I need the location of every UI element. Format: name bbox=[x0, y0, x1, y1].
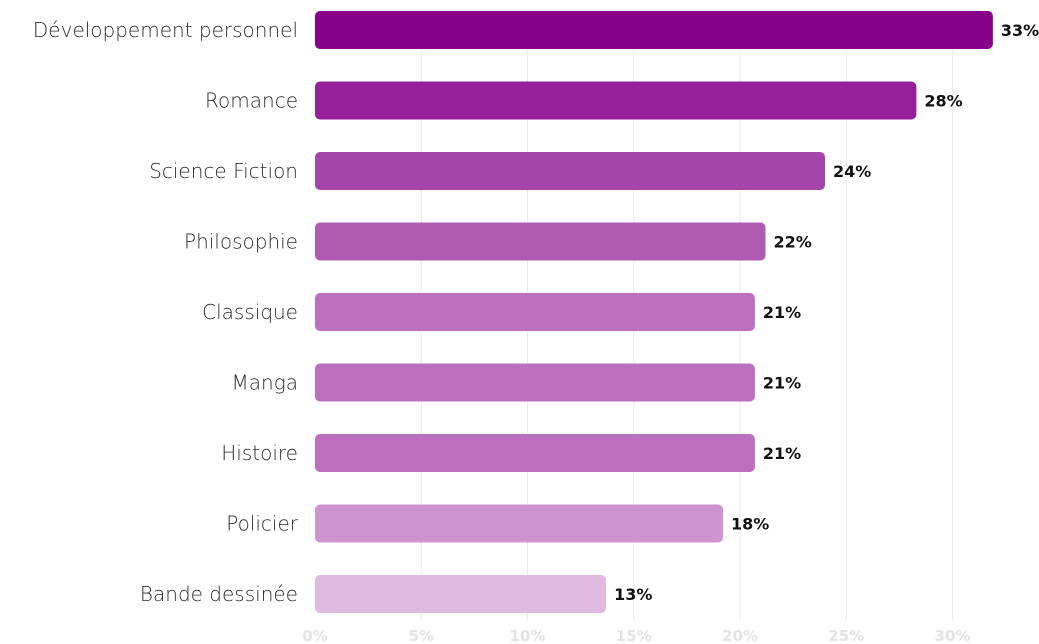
category-label: Philosophie bbox=[184, 230, 298, 254]
value-label: 21% bbox=[763, 374, 801, 393]
x-tick-label: 25% bbox=[828, 627, 864, 644]
category-label: Romance bbox=[205, 89, 298, 113]
bars bbox=[315, 11, 993, 613]
category-label: Policier bbox=[226, 512, 299, 536]
x-axis-ticks: 0% 5% 10% 15% 20% 25% 30% bbox=[302, 627, 970, 644]
x-tick-label: 0% bbox=[302, 627, 327, 644]
bar[interactable] bbox=[315, 293, 755, 331]
bar[interactable] bbox=[315, 152, 825, 190]
bar[interactable] bbox=[315, 504, 723, 543]
category-label: Science Fiction bbox=[149, 159, 298, 183]
bar[interactable] bbox=[315, 434, 755, 472]
value-label: 28% bbox=[924, 92, 962, 111]
bar[interactable] bbox=[315, 363, 755, 402]
value-label: 18% bbox=[731, 515, 769, 534]
x-tick-label: 15% bbox=[616, 627, 652, 644]
x-tick-label: 10% bbox=[510, 627, 546, 644]
category-label: Classique bbox=[202, 300, 298, 324]
value-label: 22% bbox=[774, 233, 812, 252]
value-label: 13% bbox=[614, 585, 652, 604]
value-label: 21% bbox=[763, 444, 801, 463]
category-labels: Développement personnel Romance Science Fi… bbox=[33, 18, 299, 606]
category-label: Bande dessinée bbox=[140, 582, 298, 606]
x-tick-label: 20% bbox=[722, 627, 758, 644]
value-labels: 33% 28% 24% 22% 21% 21% 21% 18% 13% bbox=[614, 21, 1039, 604]
category-label: Histoire bbox=[221, 441, 298, 465]
category-label: Développement personnel bbox=[33, 18, 298, 42]
x-tick-label: 30% bbox=[935, 627, 971, 644]
bar[interactable] bbox=[315, 575, 607, 613]
bar[interactable] bbox=[315, 11, 993, 49]
bar[interactable] bbox=[315, 222, 766, 261]
value-label: 24% bbox=[833, 162, 871, 181]
category-label: Manga bbox=[232, 371, 298, 395]
value-label: 33% bbox=[1001, 21, 1039, 40]
bar[interactable] bbox=[315, 81, 917, 120]
value-label: 21% bbox=[763, 303, 801, 322]
x-tick-label: 5% bbox=[409, 627, 434, 644]
